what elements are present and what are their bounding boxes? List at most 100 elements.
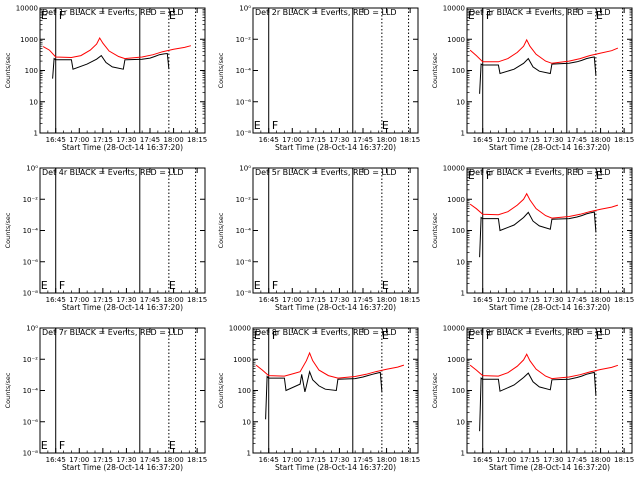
y-axis-label: Counts/sec [4,212,12,248]
plot-title: Det 9r BLACK = Events, RED = LLD [469,328,611,337]
x-axis-label: Start Time (28-Oct-14 16:37:20) [62,303,183,312]
x-tick-label: 17:30 [329,456,349,464]
x-tick-label: 18:00 [590,456,610,464]
y-tick-label: 1 [247,450,251,458]
y-tick-label: 10000 [443,165,465,173]
lld-series-line [469,38,619,64]
lld-series-line [255,351,405,379]
segment-letter: E [169,279,176,292]
x-tick-label: 18:00 [590,296,610,304]
y-tick-label: 10⁰ [26,165,38,173]
x-axis-label: Start Time (28-Oct-14 16:37:20) [489,463,610,472]
plot-frame [39,327,206,454]
x-tick-label: 17:45 [140,136,160,144]
plot-title: Det 1r BLACK = Events, RED = LLD [42,8,184,17]
y-axis-label: Counts/sec [217,52,225,88]
events-series-line [52,52,170,79]
y-axis-label: Counts/sec [431,52,439,88]
plot-frame [466,7,633,134]
detector-panel-2: Det 2r BLACK = Events, RED = LLD Counts/s… [217,5,420,153]
x-tick-label: 17:00 [69,136,89,144]
y-tick-label: 100 [452,387,465,395]
x-tick-label: 16:45 [259,456,279,464]
detector-panel-9: Det 9r BLACK = Events, RED = LLD Counts/s… [431,325,634,473]
x-tick-label: 16:45 [473,456,493,464]
y-tick-label: 10⁻⁴ [23,227,39,235]
x-tick-label: 16:45 [46,296,66,304]
segment-letter: E [596,329,603,342]
y-tick-label: 10 [456,98,465,106]
segment-letter: F [486,9,492,22]
plot-title: Det 7r BLACK = Events, RED = LLD [42,328,184,337]
detector-panel-3: Det 3r BLACK = Events, RED = LLD Counts/s… [431,5,634,153]
plot-frame [466,327,633,454]
y-tick-label: 1000 [233,356,251,364]
y-tick-label: 1000 [447,36,465,44]
y-tick-label: 10000 [443,325,465,333]
x-tick-label: 17:15 [93,456,113,464]
lld-series-line [42,36,192,60]
y-tick-label: 10⁰ [239,5,251,13]
y-tick-label: 10⁻⁸ [236,130,252,138]
x-tick-label: 16:45 [259,136,279,144]
segment-letter: E [382,329,389,342]
x-tick-label: 17:30 [543,296,563,304]
segment-letter: F [486,169,492,182]
detector-panel-8: Det 8r BLACK = Events, RED = LLD Counts/s… [217,325,420,473]
x-tick-label: 17:30 [329,296,349,304]
y-tick-label: 10⁰ [239,165,251,173]
y-tick-label: 100 [238,387,251,395]
x-tick-label: 18:15 [614,296,634,304]
y-tick-label: 1 [461,130,465,138]
x-tick-label: 17:30 [116,456,136,464]
x-axis-label: Start Time (28-Oct-14 16:37:20) [62,463,183,472]
x-tick-label: 18:15 [187,456,207,464]
x-tick-label: 18:00 [590,136,610,144]
y-axis-label: Counts/sec [431,212,439,248]
x-tick-label: 17:00 [69,296,89,304]
y-axis-label: Counts/sec [4,52,12,88]
segment-letter: E [596,169,603,182]
x-tick-label: 17:45 [140,296,160,304]
y-axis-label: Counts/sec [4,372,12,408]
x-tick-label: 17:45 [567,136,587,144]
segment-letter: E [41,439,48,452]
x-tick-label: 18:15 [187,136,207,144]
x-tick-label: 17:30 [116,136,136,144]
x-tick-label: 17:45 [140,456,160,464]
detector-panel-5: Det 5r BLACK = Events, RED = LLD Counts/s… [217,165,420,313]
x-tick-label: 18:15 [614,456,634,464]
x-tick-label: 17:00 [69,456,89,464]
plot-frame [252,167,419,294]
plot-title: Det 6r BLACK = Events, RED = LLD [469,168,611,177]
x-tick-label: 17:00 [496,456,516,464]
y-axis-label: Counts/sec [217,212,225,248]
plot-title: Det 8r BLACK = Events, RED = LLD [255,328,397,337]
y-tick-label: 1000 [447,196,465,204]
x-tick-label: 17:00 [496,136,516,144]
y-tick-label: 10⁻⁶ [236,98,252,106]
lld-series-line [469,192,619,219]
events-series-line [479,211,597,258]
x-tick-label: 17:00 [496,296,516,304]
x-tick-label: 17:45 [567,296,587,304]
detector-panel-6: Det 6r BLACK = Events, RED = LLD Counts/s… [431,165,634,313]
y-tick-label: 100 [452,67,465,75]
x-axis-label: Start Time (28-Oct-14 16:37:20) [489,143,610,152]
segment-letter: E [596,9,603,22]
x-tick-label: 18:15 [187,296,207,304]
x-axis-label: Start Time (28-Oct-14 16:37:20) [62,143,183,152]
x-tick-label: 18:00 [163,296,183,304]
y-tick-label: 10 [29,98,38,106]
x-tick-label: 16:45 [46,456,66,464]
x-tick-label: 18:15 [614,136,634,144]
y-tick-label: 1 [34,130,38,138]
segment-letter: E [382,279,389,292]
x-tick-label: 17:45 [353,136,373,144]
x-tick-label: 17:00 [282,456,302,464]
x-tick-label: 17:00 [282,136,302,144]
x-tick-label: 17:15 [306,136,326,144]
segment-letter: E [41,9,48,22]
events-series-line [479,56,597,94]
segment-letter: E [169,9,176,22]
